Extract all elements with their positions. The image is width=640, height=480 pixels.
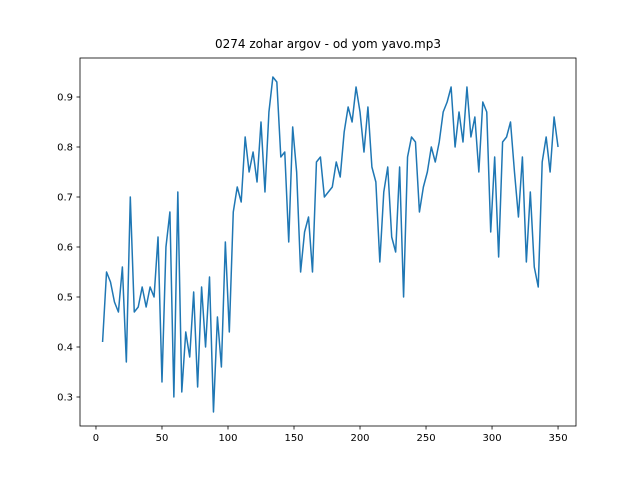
- y-tick-label: 0.9: [57, 93, 73, 104]
- x-tick-label: 300: [482, 433, 501, 444]
- y-tick-label: 0.5: [57, 293, 73, 304]
- y-tick-label: 0.8: [57, 143, 73, 154]
- y-tick-label: 0.7: [57, 193, 73, 204]
- y-tick-label: 0.3: [57, 393, 73, 404]
- x-tick-label: 0: [93, 433, 99, 444]
- chart-title: 0274 zohar argov - od yom yavo.mp3: [215, 37, 441, 51]
- x-tick-label: 200: [350, 433, 369, 444]
- x-tick-label: 150: [284, 433, 303, 444]
- x-tick-label: 50: [156, 433, 169, 444]
- x-tick-label: 100: [218, 433, 237, 444]
- y-tick-label: 0.4: [57, 343, 73, 354]
- y-tick-label: 0.6: [57, 243, 73, 254]
- data-line: [101, 76, 559, 413]
- x-tick-label: 250: [416, 433, 435, 444]
- x-tick-label: 350: [548, 433, 567, 444]
- axes-frame: [79, 57, 577, 427]
